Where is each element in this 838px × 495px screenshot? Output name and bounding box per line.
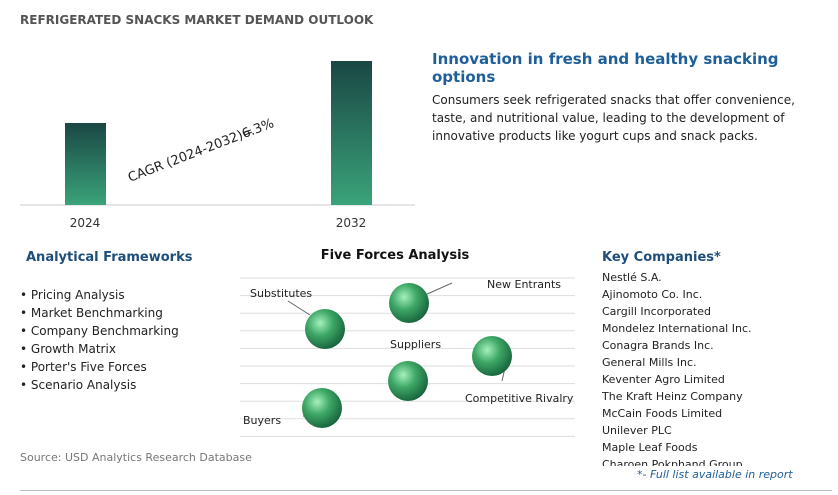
framework-item: • Market Benchmarking <box>20 306 163 320</box>
force-label: New Entrants <box>487 278 561 291</box>
company-item: Cargill Incorporated <box>602 305 711 318</box>
company-item: Keventer Agro Limited <box>602 373 725 386</box>
highlight-title: Innovation in fresh and healthy snacking… <box>432 50 779 86</box>
company-item: Nestlé S.A. <box>602 271 662 284</box>
framework-item: • Pricing Analysis <box>20 288 125 302</box>
force-label: Substitutes <box>250 287 312 300</box>
company-item: Charoen Pokphand Group <box>602 458 743 466</box>
cagr-value: 6.3% <box>240 116 276 142</box>
force-sphere <box>388 361 428 401</box>
companies-list: Nestlé S.A. Ajinomoto Co. Inc. Cargill Inc… <box>602 269 832 466</box>
five-forces: Five Forces Analysis Substitutes New Entr… <box>240 248 575 437</box>
company-item: The Kraft Heinz Company <box>602 390 743 403</box>
force-label: Competitive Rivalry <box>465 392 574 405</box>
company-item: McCain Foods Limited <box>602 407 723 420</box>
cagr-annotation: CAGR (2024-2032)=6.3% <box>126 116 276 186</box>
force-label: Buyers <box>243 414 281 427</box>
company-item: Mondelez International Inc. <box>602 322 752 335</box>
company-item: Conagra Brands Inc. <box>602 339 714 352</box>
framework-item: • Growth Matrix <box>20 342 116 356</box>
framework-item: • Scenario Analysis <box>20 378 137 392</box>
company-item: General Mills Inc. <box>602 356 697 369</box>
force-sphere <box>305 309 345 349</box>
companies-title: Key Companies* <box>602 250 721 265</box>
source: Source: USD Analytics Research Database <box>20 451 252 464</box>
highlight-text: Consumers seek refrigerated snacks that … <box>432 93 795 143</box>
bar <box>65 123 106 205</box>
rule <box>20 490 832 491</box>
bar <box>331 61 372 205</box>
frameworks-list: • Pricing Analysis • Market Benchmarking •… <box>20 286 179 394</box>
force-sphere <box>472 336 512 376</box>
x-tick-label: 2024 <box>70 216 101 230</box>
page-title: REFRIGERATED SNACKS MARKET DEMAND OUTLOO… <box>20 13 374 27</box>
force-label: Suppliers <box>390 338 441 351</box>
framework-item: • Company Benchmarking <box>20 324 179 338</box>
force-sphere <box>389 283 429 323</box>
companies-box: Nestlé S.A. Ajinomoto Co. Inc. Cargill Inc… <box>602 269 832 466</box>
framework-item: • Porter's Five Forces <box>20 360 147 374</box>
force-sphere <box>302 388 342 428</box>
x-tick-label: 2032 <box>336 216 367 230</box>
companies-note: *- Full list available in report <box>637 468 793 481</box>
connector <box>287 300 311 316</box>
connector <box>424 282 453 296</box>
forces-title: Five Forces Analysis <box>321 248 470 263</box>
frameworks-title: Analytical Frameworks <box>26 250 193 265</box>
company-item: Maple Leaf Foods <box>602 441 698 454</box>
chart: 2024 2032 CAGR (2024-2032)=6.3% <box>20 61 415 230</box>
company-item: Ajinomoto Co. Inc. <box>602 288 703 301</box>
cagr-label: CAGR (2024-2032)= <box>126 124 255 186</box>
company-item: Unilever PLC <box>602 424 672 437</box>
